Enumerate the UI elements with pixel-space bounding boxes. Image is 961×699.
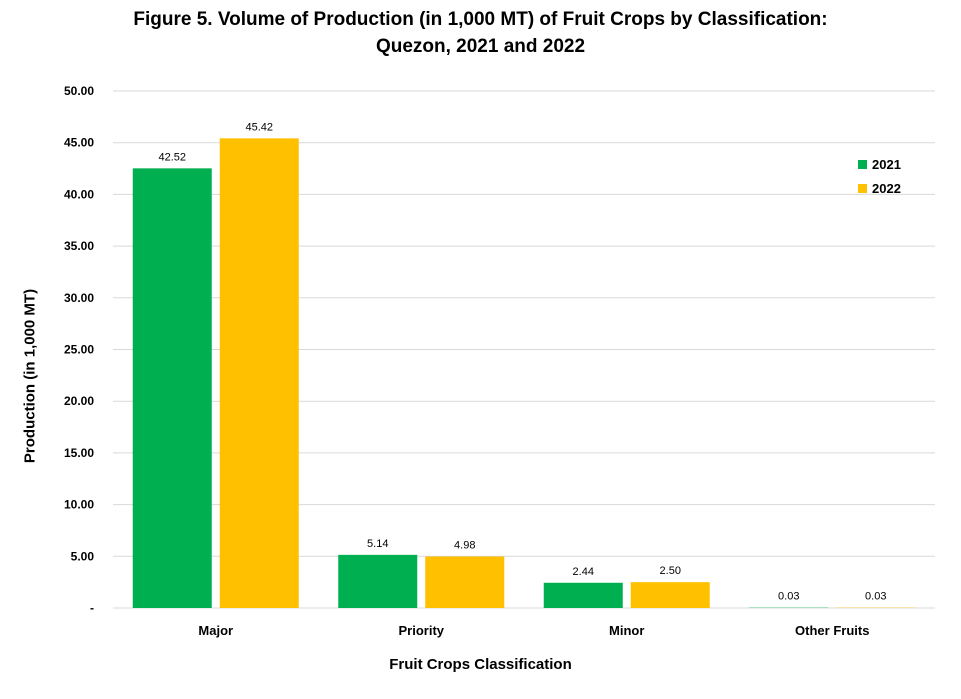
y-tick-label: 25.00 xyxy=(64,343,94,357)
x-axis-label: Fruit Crops Classification xyxy=(389,656,572,673)
bar-2022-major xyxy=(219,138,299,609)
data-label: 2.50 xyxy=(660,565,681,577)
data-label: 42.52 xyxy=(158,151,186,163)
bar-2021-minor xyxy=(543,582,623,608)
bar-2022-priority xyxy=(425,556,505,608)
legend: 2021 2022 xyxy=(858,152,901,200)
x-tick-label: Minor xyxy=(609,623,644,638)
chart-title: Figure 5. Volume of Production (in 1,000… xyxy=(0,6,961,60)
bar-2022-minor xyxy=(630,582,710,608)
bar-2021-major xyxy=(132,168,212,608)
x-tick-label: Major xyxy=(198,623,233,638)
data-label: 45.42 xyxy=(245,121,273,133)
y-tick-label: - xyxy=(90,601,94,615)
y-tick-label: 5.00 xyxy=(71,549,95,563)
legend-swatch-2022 xyxy=(858,183,867,193)
y-tick-label: 15.00 xyxy=(64,446,94,460)
data-label: 4.98 xyxy=(454,540,475,552)
y-tick-label: 45.00 xyxy=(64,136,94,150)
legend-label-2022: 2022 xyxy=(872,180,901,196)
y-axis-label: Production (in 1,000 MT) xyxy=(21,288,39,464)
legend-item-2021: 2021 xyxy=(858,152,901,176)
legend-item-2022: 2022 xyxy=(858,176,901,200)
x-tick-label: Other Fruits xyxy=(795,623,869,638)
chart-title-line2: Quezon, 2021 and 2022 xyxy=(375,36,586,57)
legend-label-2021: 2021 xyxy=(872,156,901,172)
data-label: 5.14 xyxy=(367,538,388,550)
legend-swatch-2021 xyxy=(858,159,867,169)
data-label: 0.03 xyxy=(865,591,886,603)
x-tick-label: Priority xyxy=(398,623,444,638)
y-tick-label: 50.00 xyxy=(64,84,94,98)
y-tick-label: 40.00 xyxy=(64,187,94,201)
y-tick-label: 20.00 xyxy=(64,394,94,408)
data-label: 2.44 xyxy=(573,566,594,578)
y-tick-label: 10.00 xyxy=(64,498,94,512)
y-tick-label: 30.00 xyxy=(64,291,94,305)
chart-title-line1: Figure 5. Volume of Production (in 1,000… xyxy=(133,9,828,30)
y-tick-label: 35.00 xyxy=(64,239,94,253)
bar-2021-priority xyxy=(338,554,418,608)
data-label: 0.03 xyxy=(778,591,799,603)
